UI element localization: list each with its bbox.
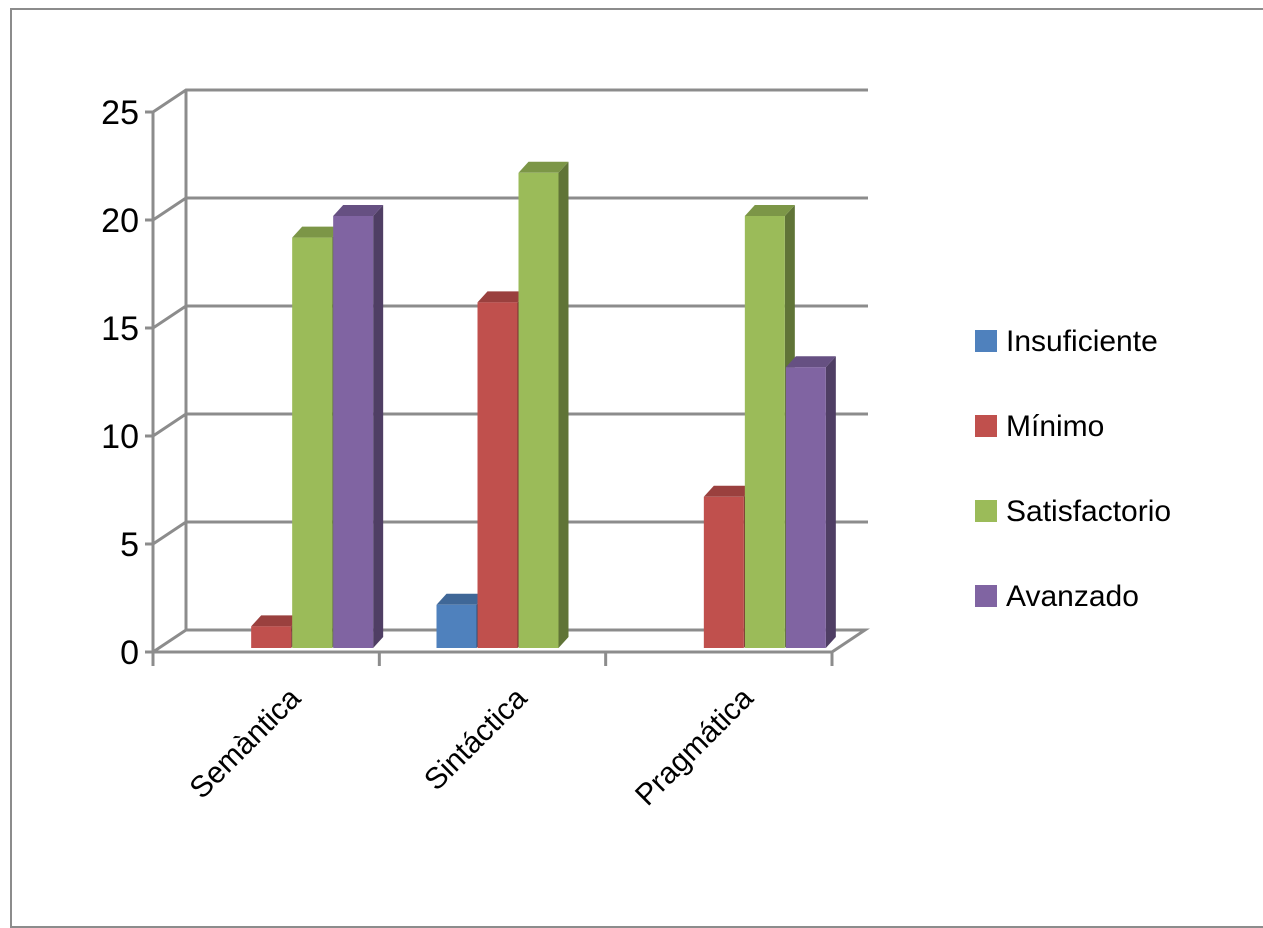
legend-swatch bbox=[975, 330, 997, 352]
gridline bbox=[152, 412, 868, 438]
bar-top bbox=[518, 161, 569, 173]
bar-top bbox=[251, 615, 302, 627]
legend-item: Insuficiente bbox=[975, 325, 1158, 358]
bar-front bbox=[703, 496, 744, 648]
y-tick-label: 0 bbox=[120, 634, 139, 672]
legend-label: Insuficiente bbox=[1006, 325, 1158, 358]
bar-side bbox=[558, 161, 569, 649]
bar-top bbox=[477, 291, 528, 303]
y-tick-label: 15 bbox=[101, 310, 139, 348]
y-tick-label: 25 bbox=[101, 94, 139, 132]
bar-side bbox=[825, 356, 836, 648]
y-tick-label: 5 bbox=[120, 526, 139, 564]
gridlines bbox=[152, 88, 868, 546]
bar-top bbox=[785, 356, 836, 368]
bars bbox=[251, 161, 836, 649]
bar-front bbox=[292, 237, 333, 648]
bar bbox=[785, 356, 836, 648]
bar-front bbox=[518, 172, 559, 649]
gridline bbox=[152, 304, 868, 330]
bar-side bbox=[373, 205, 384, 648]
y-tick-label: 20 bbox=[101, 202, 139, 240]
legend-item: Avanzado bbox=[975, 580, 1139, 613]
legend-item: Satisfactorio bbox=[975, 495, 1171, 528]
bar-front bbox=[477, 302, 518, 648]
bar-front bbox=[333, 216, 374, 648]
chart-frame bbox=[10, 8, 1263, 928]
y-axis-ticks: 0 5 10 15 20 25 bbox=[101, 94, 153, 672]
legend-label: Avanzado bbox=[1006, 580, 1139, 613]
legend-label: Satisfactorio bbox=[1006, 495, 1171, 528]
y-tick-label: 10 bbox=[101, 418, 139, 456]
bar-top bbox=[744, 205, 795, 216]
bar-front bbox=[744, 216, 785, 648]
x-axis: Semàntica Sintáctica Pragmática bbox=[151, 652, 834, 812]
bar-top bbox=[333, 205, 384, 216]
bar-front bbox=[251, 626, 292, 648]
gridline bbox=[152, 520, 868, 546]
bar-front bbox=[436, 604, 477, 648]
bar-front bbox=[785, 367, 826, 648]
legend: Insuficiente Mínimo Satisfactorio Avanzado bbox=[975, 325, 1171, 613]
bar bbox=[518, 161, 569, 649]
legend-swatch bbox=[975, 585, 997, 607]
bar bbox=[333, 205, 384, 648]
gridline bbox=[152, 196, 868, 222]
legend-swatch bbox=[975, 415, 997, 437]
x-category-label: Pragmática bbox=[629, 681, 760, 812]
legend-swatch bbox=[975, 500, 997, 522]
x-category-label: Semàntica bbox=[184, 681, 308, 805]
bar-top bbox=[703, 485, 754, 497]
legend-item: Mínimo bbox=[975, 410, 1104, 443]
legend-label: Mínimo bbox=[1006, 410, 1104, 443]
x-category-label: Sintáctica bbox=[418, 681, 534, 797]
bar-top bbox=[436, 593, 487, 605]
bar-top bbox=[292, 226, 343, 238]
gridline bbox=[152, 88, 868, 114]
